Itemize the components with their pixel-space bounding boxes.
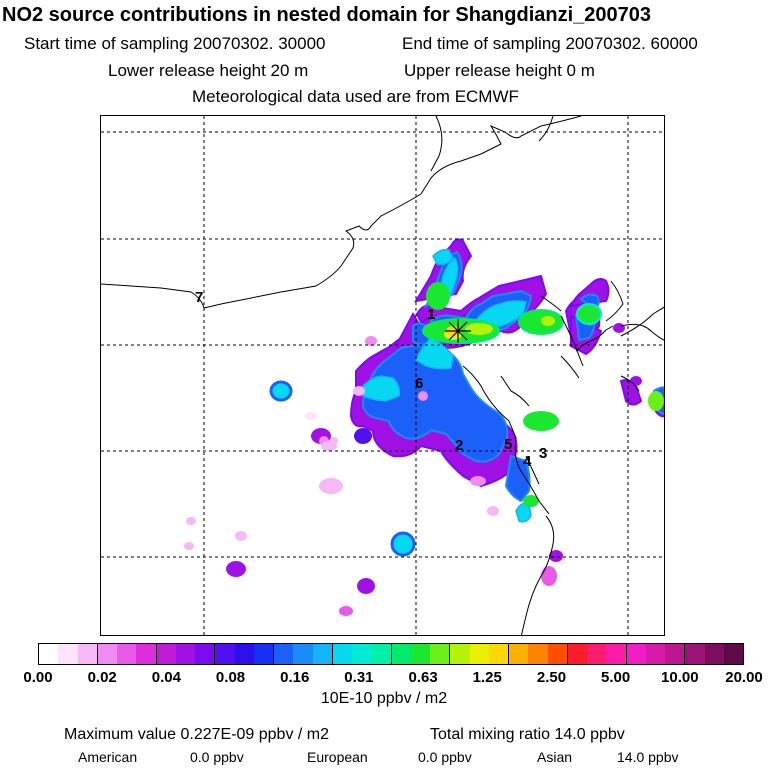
colorbar-cell	[606, 644, 627, 664]
colorbar-cell	[723, 644, 743, 664]
colorbar-cell	[587, 644, 607, 664]
scattered-patches	[184, 323, 642, 616]
colorbar-tick-label: 0.00	[23, 669, 53, 686]
colorbar-tick-label: 20.00	[725, 669, 763, 686]
total-mixing-ratio-label: Total mixing ratio 14.0 ppbv	[430, 726, 625, 743]
colorbar-cell	[665, 644, 686, 664]
colorbar-tick-label: 0.63	[408, 669, 438, 686]
colorbar-cell	[352, 644, 372, 664]
lower-height-label: Lower release height 20 m	[108, 61, 309, 80]
colorbar-cell	[215, 644, 235, 664]
concentration-field	[184, 238, 664, 616]
region-label-2: 2	[455, 437, 463, 454]
region-label-1: 1	[427, 306, 435, 323]
colorbar-cell	[488, 644, 509, 664]
end-time-label: End time of sampling 20070302. 60000	[402, 34, 698, 53]
colorbar-cell	[156, 644, 176, 664]
colorbar-tick-label: 2.50	[536, 669, 567, 686]
colorbar-cell	[410, 644, 430, 664]
colorbar-cell	[645, 644, 665, 664]
colorbar-cell	[430, 644, 451, 664]
colorbar-tick-label: 0.02	[87, 669, 117, 686]
colorbar-tick-label: 0.16	[280, 669, 310, 686]
region-label-4: 4	[523, 453, 532, 470]
colorbar-cell	[39, 644, 59, 664]
colorbar-cell	[450, 644, 470, 664]
colorbar-cell	[704, 644, 724, 664]
colorbar-cell	[685, 644, 705, 664]
region-name-american: American	[78, 749, 138, 765]
colorbar-cell	[547, 644, 568, 664]
region-labels: 1 2 3 4 5 6 7	[195, 289, 547, 470]
colorbar-cell	[97, 644, 117, 664]
region-value-american: 0.0 ppbv	[190, 749, 244, 765]
colorbar-cell	[391, 644, 411, 664]
map-plot-area: 1 2 3 4 5 6 7	[100, 115, 665, 636]
colorbar-tick-label: 10.00	[661, 669, 699, 686]
colorbar	[38, 643, 744, 665]
colorbar-tick-label: 0.08	[215, 669, 246, 686]
colorbar-tick-label: 5.00	[601, 669, 631, 686]
colorbar-cell	[77, 644, 98, 664]
colorbar-cell	[274, 644, 294, 664]
colorbar-cell	[117, 644, 137, 664]
colorbar-tick-label: 0.31	[344, 669, 374, 686]
lat-lon-grid	[101, 116, 664, 635]
coastlines	[101, 116, 664, 635]
region-label-3: 3	[539, 445, 547, 462]
region-value-asian: 14.0 ppbv	[617, 749, 679, 765]
colorbar-cell	[253, 644, 274, 664]
met-data-label: Meteorological data used are from ECMWF	[192, 87, 519, 106]
colorbar-cell	[293, 644, 313, 664]
region-value-european: 0.0 ppbv	[418, 749, 472, 765]
map-svg: 1 2 3 4 5 6 7	[101, 116, 664, 635]
colorbar-cell	[567, 644, 587, 664]
colorbar-cell	[509, 644, 529, 664]
colorbar-tick-label: 1.25	[472, 669, 502, 686]
colorbar-units-label: 10E-10 ppbv / m2	[320, 690, 448, 707]
colorbar-tick-label: 0.04	[151, 669, 181, 686]
region-label-7: 7	[195, 289, 203, 306]
start-time-label: Start time of sampling 20070302. 30000	[24, 34, 326, 53]
plume-hotspots	[422, 282, 664, 507]
upper-height-label: Upper release height 0 m	[404, 61, 595, 80]
colorbar-cell	[469, 644, 489, 664]
colorbar-cell	[234, 644, 254, 664]
max-value-label: Maximum value 0.227E-09 ppbv / m2	[64, 726, 330, 743]
colorbar-cell	[175, 644, 195, 664]
colorbar-cell	[528, 644, 548, 664]
colorbar-cell	[371, 644, 392, 664]
region-name-european: European	[307, 749, 368, 765]
colorbar-cell	[332, 644, 352, 664]
colorbar-cell	[626, 644, 646, 664]
colorbar-cell	[195, 644, 216, 664]
source-marker	[445, 319, 471, 343]
colorbar-cell	[136, 644, 157, 664]
region-label-5: 5	[504, 436, 512, 453]
region-name-asian: Asian	[537, 749, 573, 765]
chart-title: NO2 source contributions in nested domai…	[2, 4, 652, 26]
colorbar-cell	[312, 644, 333, 664]
region-label-6: 6	[415, 375, 423, 392]
colorbar-cell	[58, 644, 78, 664]
